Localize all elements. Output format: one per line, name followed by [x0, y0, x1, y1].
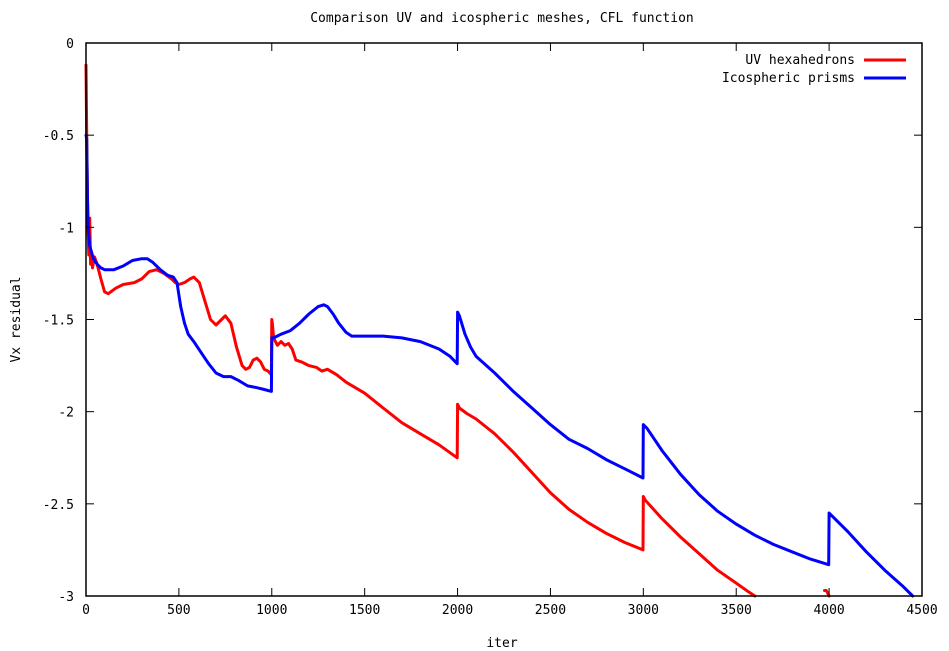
- x-tick-label: 4500: [906, 603, 937, 618]
- y-axis-label: Vx residual: [9, 276, 24, 362]
- series-line-uv-hexahedrons: [823, 589, 831, 598]
- axis-ticks: 0 500 1000 1500 2000 2500 3000 3500 4000 4500 0 -0.…: [43, 37, 938, 618]
- legend-label-uv-hexahedrons: UV hexahedrons: [745, 53, 855, 68]
- x-tick-label: 2000: [442, 603, 473, 618]
- x-tick-label: 3000: [628, 603, 659, 618]
- series-line-uv-hexahedrons: [84, 63, 757, 598]
- y-tick-label: -2.5: [43, 498, 74, 513]
- x-tick-label: 2500: [535, 603, 566, 618]
- x-tick-label: 4000: [813, 603, 844, 618]
- chart-title: Comparison UV and icospheric meshes, CFL…: [310, 11, 694, 26]
- y-tick-label: -2: [58, 406, 74, 421]
- y-tick-label: -1.5: [43, 314, 74, 329]
- legend: UV hexahedrons Icospheric prisms: [722, 53, 906, 86]
- x-tick-label: 1000: [256, 603, 287, 618]
- plot-frame: [85, 42, 923, 597]
- x-axis-label: iter: [486, 636, 517, 651]
- y-tick-label: -1: [58, 221, 74, 236]
- y-tick-label: -3: [58, 590, 74, 605]
- y-tick-label: 0: [66, 37, 74, 52]
- legend-label-icospheric-prisms: Icospheric prisms: [722, 71, 855, 86]
- x-tick-label: 1500: [349, 603, 380, 618]
- x-tick-label: 0: [82, 603, 90, 618]
- series-layer: [84, 63, 915, 598]
- x-tick-label: 3500: [721, 603, 752, 618]
- series-line-icospheric-prisms: [84, 133, 915, 598]
- y-tick-label: -0.5: [43, 129, 74, 144]
- x-tick-label: 500: [167, 603, 190, 618]
